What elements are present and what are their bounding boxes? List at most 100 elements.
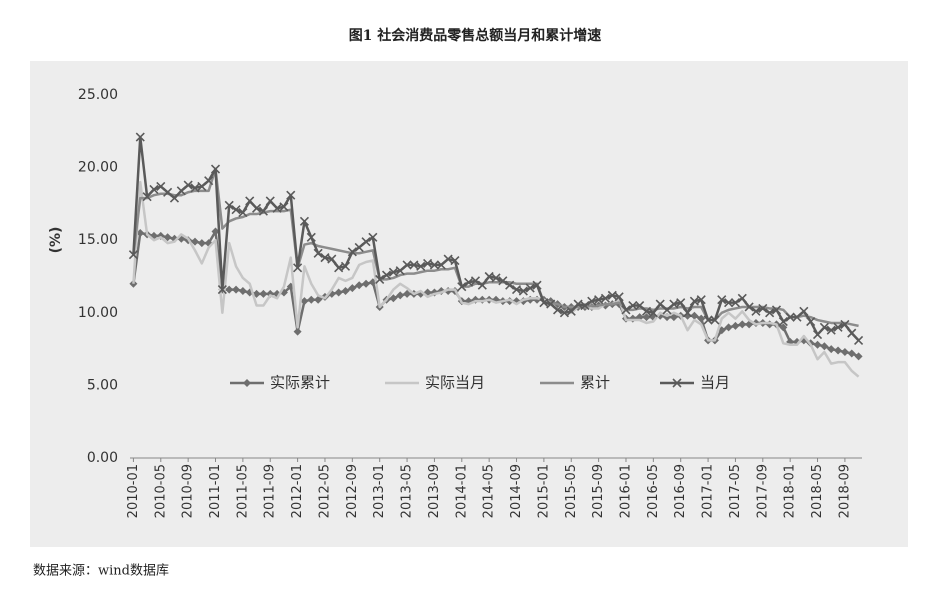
- point-marker: [190, 237, 199, 246]
- point-marker: [355, 281, 364, 290]
- point-marker: [641, 306, 652, 316]
- point-marker: [511, 285, 522, 295]
- point-marker: [717, 295, 727, 305]
- point-marker: [648, 308, 658, 318]
- point-marker: [320, 253, 330, 263]
- x-tick-label: 2015-05: [564, 464, 579, 518]
- point-marker: [587, 296, 597, 306]
- point-marker: [225, 285, 234, 294]
- point-marker: [669, 313, 678, 322]
- point-marker: [703, 315, 713, 325]
- x-tick-label: 2010-01: [126, 464, 141, 518]
- point-marker: [396, 291, 405, 300]
- x-tick-label: 2015-01: [536, 464, 551, 518]
- point-marker: [423, 258, 433, 268]
- point-marker: [724, 323, 733, 332]
- y-tick-label: 0.00: [87, 450, 118, 466]
- point-marker: [128, 250, 138, 260]
- x-tick-label: 2013-05: [400, 464, 415, 518]
- point-marker: [409, 260, 419, 270]
- point-marker: [847, 328, 857, 338]
- point-marker: [689, 296, 699, 306]
- point-marker: [314, 295, 323, 304]
- point-marker: [820, 342, 829, 351]
- y-tick-label: 15.00: [78, 232, 118, 248]
- x-tick-label: 2017-05: [728, 464, 743, 518]
- point-marker: [348, 284, 357, 293]
- point-marker: [539, 298, 549, 308]
- x-tick-label: 2018-01: [783, 464, 798, 518]
- point-marker: [737, 293, 747, 303]
- point-marker: [580, 300, 590, 311]
- point-marker: [286, 190, 296, 200]
- x-tick-label: 2013-01: [372, 464, 387, 518]
- point-marker: [847, 349, 856, 358]
- point-marker: [381, 270, 392, 280]
- legend-label: 实际当月: [425, 374, 485, 392]
- point-marker: [224, 200, 234, 210]
- point-marker: [450, 255, 460, 266]
- x-tick-label: 2016-05: [646, 464, 661, 518]
- point-marker: [765, 308, 775, 318]
- point-marker: [142, 192, 152, 202]
- point-marker: [169, 193, 180, 203]
- chart-title: 图1 社会消费品零售总额当月和累计增速: [349, 27, 602, 44]
- point-marker: [251, 203, 262, 213]
- x-tick-label: 2010-09: [181, 464, 196, 518]
- point-marker: [566, 306, 576, 316]
- point-marker: [771, 305, 782, 315]
- x-tick-label: 2014-05: [482, 464, 497, 518]
- point-marker: [600, 293, 611, 303]
- point-marker: [697, 314, 706, 323]
- point-marker: [259, 289, 268, 298]
- point-marker: [341, 287, 350, 296]
- point-marker: [368, 232, 378, 242]
- point-marker: [231, 205, 241, 215]
- point-marker: [498, 276, 508, 286]
- point-marker: [245, 196, 255, 206]
- x-tick-label: 2012-09: [345, 464, 360, 518]
- point-marker: [594, 295, 604, 305]
- x-tick-label: 2011-05: [235, 464, 250, 518]
- series-line: [132, 167, 859, 328]
- point-marker: [163, 233, 172, 242]
- point-marker: [252, 289, 261, 298]
- x-tick-label: 2014-01: [454, 464, 469, 518]
- legend-marker: [243, 379, 251, 387]
- point-marker: [300, 297, 309, 306]
- point-marker: [136, 228, 145, 237]
- legend-marker: [672, 378, 682, 388]
- point-marker: [470, 276, 481, 286]
- point-marker: [738, 320, 747, 329]
- point-marker: [265, 196, 275, 206]
- x-tick-label: 2018-09: [837, 464, 852, 518]
- point-marker: [402, 260, 412, 270]
- point-marker: [669, 299, 679, 309]
- point-marker: [621, 305, 631, 315]
- point-marker: [279, 202, 289, 212]
- point-marker: [313, 248, 323, 258]
- point-marker: [477, 280, 487, 290]
- point-marker: [149, 184, 159, 194]
- point-marker: [525, 283, 535, 293]
- point-marker: [183, 180, 193, 190]
- point-marker: [833, 322, 843, 332]
- point-marker: [628, 300, 638, 311]
- point-marker: [834, 346, 843, 355]
- point-marker: [812, 330, 823, 340]
- point-marker: [362, 279, 371, 288]
- point-marker: [416, 261, 426, 271]
- point-marker: [347, 247, 357, 257]
- x-tick-label: 2016-01: [618, 464, 633, 518]
- point-marker: [840, 319, 850, 329]
- x-tick-label: 2017-01: [701, 464, 716, 518]
- y-tick-label: 5.00: [87, 377, 118, 393]
- point-marker: [758, 303, 768, 314]
- point-marker: [443, 254, 453, 264]
- point-marker: [464, 277, 474, 287]
- point-marker: [327, 254, 337, 264]
- point-marker: [375, 274, 385, 284]
- point-marker: [518, 286, 528, 296]
- x-tick-label: 2011-09: [263, 464, 278, 518]
